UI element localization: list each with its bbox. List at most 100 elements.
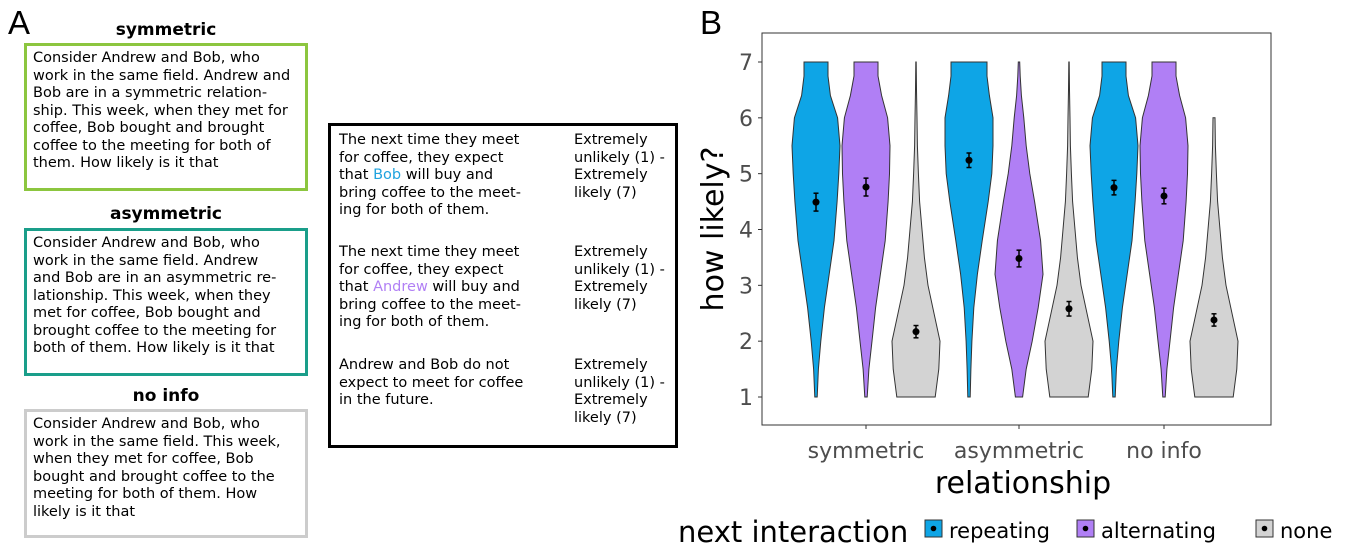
legend-title: next interaction	[678, 515, 908, 547]
question-fragment: that	[339, 167, 374, 183]
violin-alternating-symmetric	[841, 61, 891, 398]
scale-line: Extremely	[574, 167, 648, 183]
question-line: Andrew and Bob do not	[339, 357, 510, 373]
scale-line: likely (7)	[574, 409, 637, 426]
legend-label-repeating: repeating	[949, 519, 1050, 543]
errorbars-layer	[812, 152, 1218, 339]
condition-text-line: Consider Andrew and Bob, who	[33, 416, 260, 432]
x-tick-label: asymmetric	[954, 439, 1084, 464]
condition-text-line: when they met for coffee, Bob	[33, 451, 254, 467]
y-tick-label: 5	[739, 163, 753, 188]
legend-label-alternating: alternating	[1101, 519, 1216, 543]
mean-point-alternating-symmetric	[862, 183, 870, 191]
panel-b-letter: B	[700, 4, 723, 41]
legend-key-point	[1261, 525, 1268, 532]
violin-repeating-asymmetric	[944, 61, 994, 398]
x-tick-label: symmetric	[808, 439, 925, 464]
question-line: expect to meet for coffee	[339, 374, 524, 391]
condition-text-line: both of them. How likely is it that	[33, 340, 275, 356]
mean-point-repeating-no-info	[1110, 184, 1118, 192]
legend-key-point	[1082, 525, 1089, 532]
question-line: The next time they meet	[339, 132, 520, 148]
condition-text-line: Bob are in a symmetric relation-	[33, 85, 268, 101]
question-fragment: that	[339, 279, 374, 295]
scale-line: Extremely	[574, 357, 648, 373]
legend: next interaction repeating alternating none	[678, 515, 1332, 547]
mean-point-alternating-asymmetric	[1015, 255, 1023, 263]
x-axis-label: relationship	[935, 466, 1111, 501]
scale-line: Extremely	[574, 392, 648, 408]
scale-line: Extremely	[574, 279, 648, 295]
question-line: bring coffee to the meet-	[339, 184, 521, 201]
question-line: in the future.	[339, 392, 434, 408]
violin-none-asymmetric	[1044, 61, 1094, 398]
question-text-bob: The next time they meet for coffee, they…	[339, 132, 554, 220]
y-tick-label: 2	[739, 330, 753, 355]
y-axis-label: how likely?	[696, 147, 731, 312]
question-box: The next time they meet for coffee, they…	[328, 123, 678, 448]
condition-box-asymmetric: Consider Andrew and Bob, who work in the…	[24, 228, 308, 376]
x-tick-label: no info	[1126, 439, 1202, 464]
condition-text-line: work in the same field. Andrew	[33, 252, 259, 269]
legend-label-none: none	[1280, 519, 1332, 543]
violin-repeating-no-info	[1089, 61, 1139, 398]
condition-box-no-info: Consider Andrew and Bob, who work in the…	[24, 409, 308, 538]
question-line: that Bob will buy and	[339, 167, 554, 185]
condition-text-line: work in the same field. Andrew and	[33, 67, 291, 84]
response-scale: Extremely unlikely (1) - Extremely likel…	[574, 357, 674, 427]
condition-text-line: coffee to the meeting for both of	[33, 137, 271, 154]
condition-text-line: meeting for both of them. How	[33, 486, 258, 502]
scale-line: unlikely (1) -	[574, 374, 665, 391]
condition-text-line: them. How likely is it that	[33, 155, 219, 171]
mean-point-repeating-symmetric	[812, 198, 820, 206]
y-tick-label: 4	[739, 219, 753, 244]
response-scale: Extremely unlikely (1) - Extremely likel…	[574, 132, 674, 202]
violin-none-symmetric	[891, 61, 941, 398]
condition-text-line: brought coffee to the meeting for	[33, 322, 277, 339]
violin-repeating-symmetric	[791, 61, 841, 398]
condition-text-line: Consider Andrew and Bob, who	[33, 235, 260, 251]
condition-text-line: work in the same field. This week,	[33, 433, 281, 450]
question-line: that Andrew will buy and	[339, 279, 554, 297]
question-text-andrew: The next time they meet for coffee, they…	[339, 244, 554, 332]
mean-point-none-no-info	[1210, 316, 1218, 324]
scale-line: Extremely	[574, 244, 648, 260]
condition-text-line: met for coffee, Bob bought and	[33, 305, 261, 321]
y-tick-label: 6	[739, 107, 753, 132]
violin-alternating-asymmetric	[994, 61, 1044, 398]
question-fragment: will buy and	[427, 279, 520, 295]
scale-line: likely (7)	[574, 184, 637, 201]
y-tick-label: 7	[739, 51, 753, 76]
condition-text-line: lationship. This week, when they	[33, 287, 271, 304]
y-tick-label: 1	[739, 386, 753, 411]
question-line: for coffee, they expect	[339, 149, 504, 166]
question-fragment: will buy and	[401, 167, 494, 183]
question-text-none: Andrew and Bob do not expect to meet for…	[339, 357, 554, 410]
condition-title-symmetric: symmetric	[115, 20, 217, 40]
scale-line: Extremely	[574, 132, 648, 148]
question-line: for coffee, they expect	[339, 261, 504, 278]
highlight-name-andrew: Andrew	[373, 279, 428, 295]
mean-point-repeating-asymmetric	[965, 156, 973, 164]
mean-point-alternating-no-info	[1160, 192, 1168, 200]
question-line: ing for both of them.	[339, 202, 490, 218]
scale-line: unlikely (1) -	[574, 149, 665, 166]
condition-text-line: bought and brought coffee to the	[33, 468, 275, 485]
panel-a-letter: A	[8, 4, 31, 41]
scale-line: likely (7)	[574, 296, 637, 313]
condition-text-line: likely is it that	[33, 503, 136, 520]
question-line: bring coffee to the meet-	[339, 296, 521, 313]
legend-key-point	[930, 525, 937, 532]
mean-point-none-symmetric	[912, 328, 920, 336]
response-scale: Extremely unlikely (1) - Extremely likel…	[574, 244, 674, 314]
axes-layer: 1 2 3 4 5 6 7 symmetric asymmetric no info	[739, 51, 1202, 464]
condition-text-line: coffee, Bob bought and brought	[33, 120, 265, 136]
condition-title-no-info: no info	[132, 386, 200, 406]
question-line: The next time they meet	[339, 244, 520, 260]
condition-text-line: and Bob are in an asymmetric re-	[33, 270, 277, 286]
highlight-name-bob: Bob	[373, 167, 402, 183]
scale-line: unlikely (1) -	[574, 261, 665, 278]
condition-box-symmetric: Consider Andrew and Bob, who work in the…	[24, 43, 308, 191]
violin-none-no-info	[1189, 117, 1239, 398]
